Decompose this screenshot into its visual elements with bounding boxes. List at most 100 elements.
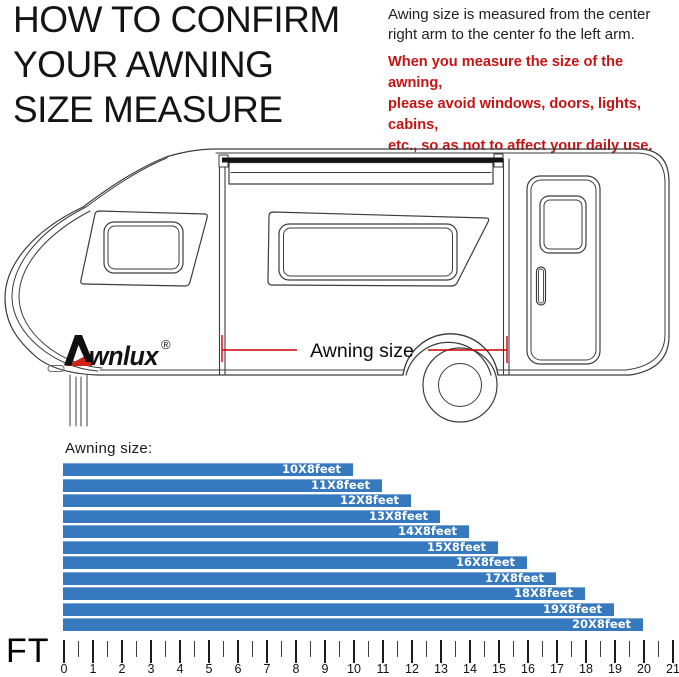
mid-window bbox=[278, 223, 458, 281]
measure-note: Awing size is measured from the center r… bbox=[388, 6, 651, 43]
ruler-number: 9 bbox=[321, 662, 329, 676]
measure-line bbox=[221, 335, 508, 363]
ruler-tick bbox=[353, 640, 355, 663]
ruler-tick bbox=[657, 641, 659, 657]
ruler-tick bbox=[570, 641, 572, 657]
ruler-tick bbox=[92, 640, 94, 663]
mid-window-panel bbox=[267, 211, 490, 287]
ruler-tick bbox=[121, 640, 123, 663]
ruler-tick bbox=[440, 640, 442, 663]
awning-arm-right bbox=[502, 158, 510, 375]
ruler-number: 19 bbox=[608, 662, 622, 676]
front-window-inner bbox=[107, 225, 180, 270]
ruler-tick bbox=[251, 641, 253, 657]
bar-19X8feet: 19X8feet bbox=[63, 602, 614, 616]
ruler-number: 13 bbox=[434, 662, 448, 676]
wheel-arch bbox=[402, 333, 499, 376]
ruler-tick bbox=[512, 641, 514, 657]
ruler-number: 20 bbox=[637, 662, 651, 676]
marker-light bbox=[47, 365, 65, 372]
door-window-inner bbox=[543, 199, 583, 250]
ruler-tick bbox=[179, 640, 181, 663]
ruler-tick bbox=[208, 640, 210, 663]
nose-trim bbox=[11, 157, 168, 372]
ruler-tick bbox=[628, 641, 630, 657]
ruler-tick bbox=[599, 641, 601, 657]
ruler-tick bbox=[411, 640, 413, 663]
door bbox=[526, 175, 601, 365]
jack-post bbox=[69, 374, 88, 427]
front-window bbox=[103, 221, 184, 274]
awning-size-label: Awning size bbox=[310, 340, 414, 362]
ruler-tick bbox=[614, 640, 616, 663]
ruler-tick bbox=[454, 641, 456, 657]
ruler-tick bbox=[324, 640, 326, 663]
bar-20X8feet: 20X8feet bbox=[63, 617, 643, 631]
ruler-tick bbox=[106, 641, 108, 657]
ruler-tick bbox=[425, 641, 427, 657]
ruler-tick bbox=[556, 640, 558, 663]
bar-18X8feet: 18X8feet bbox=[63, 586, 585, 600]
ruler-tick bbox=[222, 641, 224, 657]
bar-14X8feet: 14X8feet bbox=[63, 524, 469, 538]
ruler-tick bbox=[643, 640, 645, 663]
door-handle-inner bbox=[538, 268, 544, 304]
page-title: HOW TO CONFIRM YOUR AWNING SIZE MEASURE bbox=[13, 0, 340, 130]
ruler-tick bbox=[338, 641, 340, 657]
ruler-tick bbox=[193, 641, 195, 657]
ruler-number: 4 bbox=[176, 662, 184, 676]
ruler-number: 18 bbox=[579, 662, 593, 676]
ruler-number: 14 bbox=[463, 662, 477, 676]
chart-title: Awning size: bbox=[65, 440, 153, 457]
ruler-tick bbox=[150, 640, 152, 663]
ruler-unit-label: FT bbox=[6, 632, 50, 670]
trailer-inner-trim bbox=[99, 152, 666, 371]
measure-warning: When you measure the size of the awning,… bbox=[388, 54, 653, 154]
door-handle bbox=[535, 266, 547, 306]
ruler-tick bbox=[396, 641, 398, 657]
front-window-panel bbox=[80, 210, 208, 287]
ruler-tick bbox=[135, 641, 137, 657]
bar-10X8feet: 10X8feet bbox=[63, 462, 353, 476]
mid-window-inner bbox=[283, 227, 453, 277]
awning-case bbox=[228, 161, 494, 185]
ruler-tick bbox=[585, 640, 587, 663]
bar-17X8feet: 17X8feet bbox=[63, 571, 556, 585]
brand-text: wnlux bbox=[89, 341, 159, 371]
ruler-tick bbox=[237, 640, 239, 663]
ruler-number: 0 bbox=[60, 662, 68, 676]
awning-arm-left bbox=[218, 161, 226, 375]
wheel-hub bbox=[438, 363, 482, 407]
bar-13X8feet: 13X8feet bbox=[63, 509, 440, 523]
ruler-tick bbox=[266, 640, 268, 663]
ruler-number: 15 bbox=[492, 662, 506, 676]
ruler-number: 7 bbox=[263, 662, 271, 676]
ruler-tick bbox=[527, 640, 529, 663]
ruler-number: 1 bbox=[89, 662, 97, 676]
bar-15X8feet: 15X8feet bbox=[63, 540, 498, 554]
ruler-number: 11 bbox=[376, 662, 390, 676]
ruler-tick bbox=[63, 640, 65, 663]
ruler-number: 5 bbox=[205, 662, 213, 676]
ruler-tick bbox=[164, 641, 166, 657]
ruler-tick bbox=[541, 641, 543, 657]
ruler-tick bbox=[498, 640, 500, 663]
ruler-number: 21 bbox=[666, 662, 679, 676]
ruler-tick bbox=[280, 641, 282, 657]
registered-icon: ® bbox=[161, 337, 171, 352]
ruler-number: 2 bbox=[118, 662, 126, 676]
awning-roller bbox=[222, 157, 503, 163]
bar-12X8feet: 12X8feet bbox=[63, 493, 411, 507]
door-window bbox=[539, 195, 587, 254]
ruler-number: 3 bbox=[147, 662, 155, 676]
ruler-tick bbox=[672, 640, 674, 663]
brand-a-mark bbox=[64, 335, 93, 366]
ruler-number: 6 bbox=[234, 662, 242, 676]
brand-logo: wnlux ® bbox=[64, 335, 171, 371]
ruler-tick bbox=[483, 641, 485, 657]
ruler-number: 10 bbox=[347, 662, 361, 676]
ruler-tick bbox=[367, 641, 369, 657]
ruler-number: 17 bbox=[550, 662, 564, 676]
door-inner bbox=[530, 179, 597, 361]
